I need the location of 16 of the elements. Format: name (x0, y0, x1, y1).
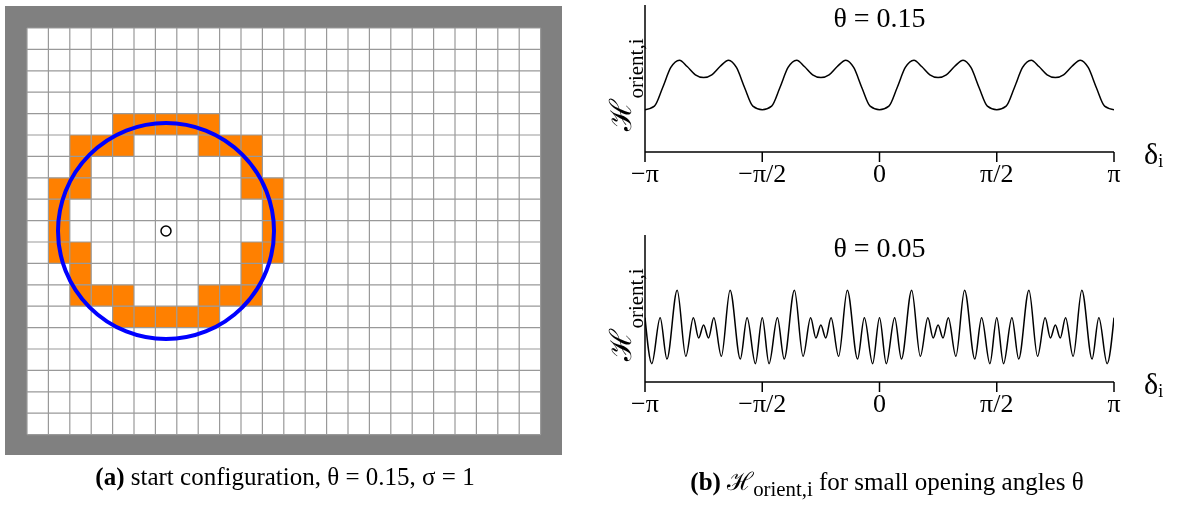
x-tick-label: −π/2 (738, 389, 787, 419)
x-tick-label: 0 (873, 159, 886, 189)
x-tick-label: π/2 (980, 389, 1014, 419)
x-axis-title: δᵢ (1144, 367, 1164, 400)
x-tick-label: −π/2 (738, 159, 787, 189)
chart-title: θ = 0.05 (832, 232, 927, 264)
text: (b) ℋ$_{orient,i}$ for small opening angles θ (690, 468, 1084, 501)
x-tick-label: −π (631, 389, 659, 419)
x-axis-title: δᵢ (1144, 137, 1164, 170)
x-tick-label: π/2 (980, 159, 1014, 189)
x-tick-label: −π (631, 159, 659, 189)
chart-title: θ = 0.15 (832, 2, 927, 34)
x-tick-label: 0 (873, 389, 886, 419)
x-tick-label: π (1107, 389, 1121, 419)
x-tick-label: π (1107, 159, 1121, 189)
text: (a) start configuration, θ = 0.15, σ = 1 (95, 463, 475, 490)
